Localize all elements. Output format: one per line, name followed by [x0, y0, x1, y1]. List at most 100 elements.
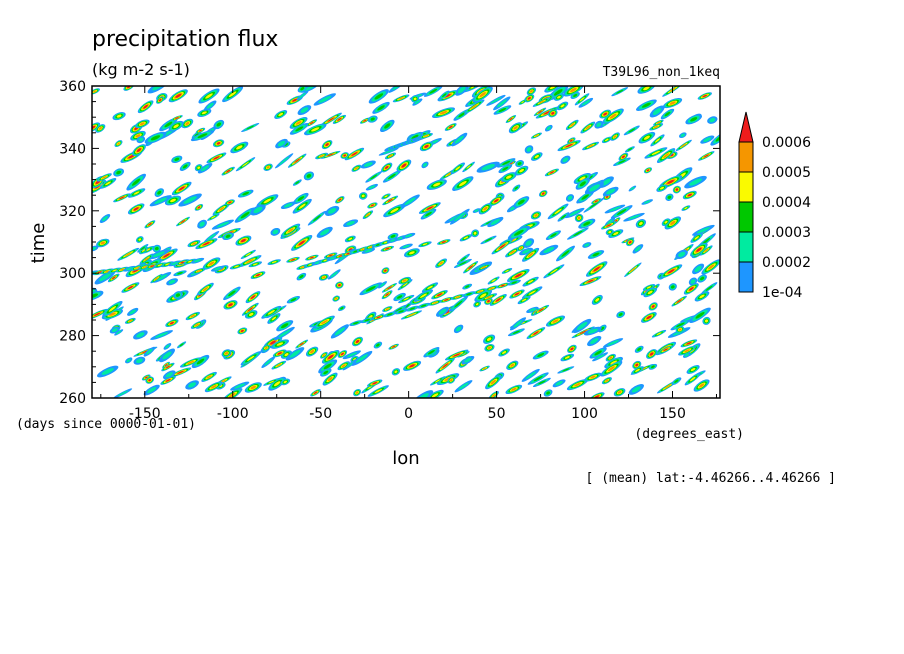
precip-cell	[355, 354, 368, 363]
precip-cell	[694, 236, 699, 240]
precip-cell	[579, 97, 585, 102]
precip-cell	[346, 352, 358, 358]
precip-cell	[346, 220, 355, 226]
precip-cell	[417, 393, 429, 398]
precip-cell	[420, 293, 427, 298]
precip-cell	[439, 110, 448, 115]
precip-cell	[594, 200, 598, 203]
precip-cell	[112, 276, 116, 280]
precip-cell	[511, 387, 517, 391]
precip-cell	[165, 379, 171, 382]
y-tick-label: 360	[59, 79, 86, 95]
precip-cell	[420, 304, 427, 307]
precip-cell	[319, 154, 324, 158]
precip-cell	[197, 166, 201, 169]
precip-cell	[431, 393, 439, 398]
x-tick-label: 150	[659, 406, 686, 422]
precip-cell	[465, 285, 470, 288]
precip-cell	[372, 382, 377, 385]
precip-cell	[517, 162, 522, 166]
precip-cell	[322, 354, 326, 357]
precip-cell	[704, 248, 709, 253]
precip-cell	[627, 147, 633, 151]
x-tick-label: -100	[217, 406, 249, 422]
precip-cell	[101, 368, 114, 375]
precip-cell	[376, 343, 380, 347]
precip-cell	[514, 273, 522, 278]
colorbar-extend-arrow	[738, 111, 754, 143]
precip-cell	[211, 215, 216, 219]
precip-cell	[197, 133, 208, 139]
precip-cell	[608, 230, 612, 234]
precip-cell	[101, 215, 109, 222]
precip-cell	[343, 154, 346, 157]
precip-cell	[353, 321, 359, 325]
x-tick-label: 0	[404, 406, 413, 422]
precip-cell	[424, 135, 429, 137]
precip-cell	[483, 206, 488, 211]
precip-cell	[177, 370, 184, 374]
precip-cell	[617, 390, 622, 394]
precip-cell	[564, 356, 570, 359]
precip-cell	[617, 209, 627, 215]
precip-cell	[607, 366, 615, 372]
precip-cell	[398, 97, 404, 100]
precip-cell	[266, 166, 270, 169]
precip-cell	[206, 102, 214, 109]
precip-cell	[646, 315, 652, 319]
precip-cell	[165, 344, 170, 349]
precip-cell	[116, 114, 122, 118]
precip-cell	[595, 298, 600, 302]
precip-cell	[478, 290, 483, 293]
precip-cell	[676, 299, 682, 303]
precip-cell	[355, 391, 359, 394]
precip-cell	[127, 285, 133, 290]
precip-cell	[605, 196, 609, 198]
precip-cell	[473, 231, 477, 235]
y-tick-label: 340	[59, 141, 86, 157]
precip-cell	[514, 186, 519, 190]
precip-cell	[140, 246, 146, 251]
precip-cell	[409, 307, 416, 310]
precip-cell	[455, 166, 461, 171]
precip-cell	[557, 95, 561, 99]
precip-cell	[583, 221, 591, 226]
precip-cell	[454, 300, 463, 308]
precip-cell	[674, 379, 679, 383]
colorbar-label: 0.0006	[762, 135, 811, 151]
precip-cell	[684, 207, 688, 210]
precip-cell	[283, 203, 293, 208]
precip-cell	[696, 227, 710, 234]
precip-cell	[234, 265, 239, 268]
precip-cell	[250, 295, 256, 299]
precip-cell	[538, 110, 542, 114]
precip-cell	[581, 194, 590, 200]
precip-cell	[398, 310, 404, 313]
colorbar-swatch	[738, 171, 754, 203]
precip-cell	[278, 112, 284, 117]
precip-cell	[703, 154, 709, 158]
precip-cell	[139, 122, 145, 126]
precip-cell	[196, 270, 201, 272]
precip-cell	[402, 244, 410, 249]
precip-cell	[546, 391, 550, 395]
precip-cell	[248, 312, 254, 316]
mean-annotation: [ (mean) lat:-4.46266..4.46266 ]	[586, 471, 836, 486]
precip-cell	[403, 297, 410, 301]
precip-cell	[348, 237, 353, 241]
precip-cell	[289, 349, 301, 358]
precip-cell	[154, 277, 159, 281]
precip-cell	[387, 286, 392, 290]
y-axis-label: time	[28, 223, 49, 264]
precip-cell	[241, 239, 246, 243]
precip-cell	[527, 252, 534, 258]
precip-cell	[388, 173, 396, 180]
precip-cell	[205, 93, 213, 99]
precip-cell	[131, 178, 141, 186]
precip-cell	[441, 93, 447, 98]
precip-cell	[216, 122, 222, 127]
precip-cell	[280, 323, 289, 329]
precip-cell	[328, 208, 337, 214]
precip-cell	[549, 171, 554, 174]
precip-cell	[561, 250, 570, 257]
